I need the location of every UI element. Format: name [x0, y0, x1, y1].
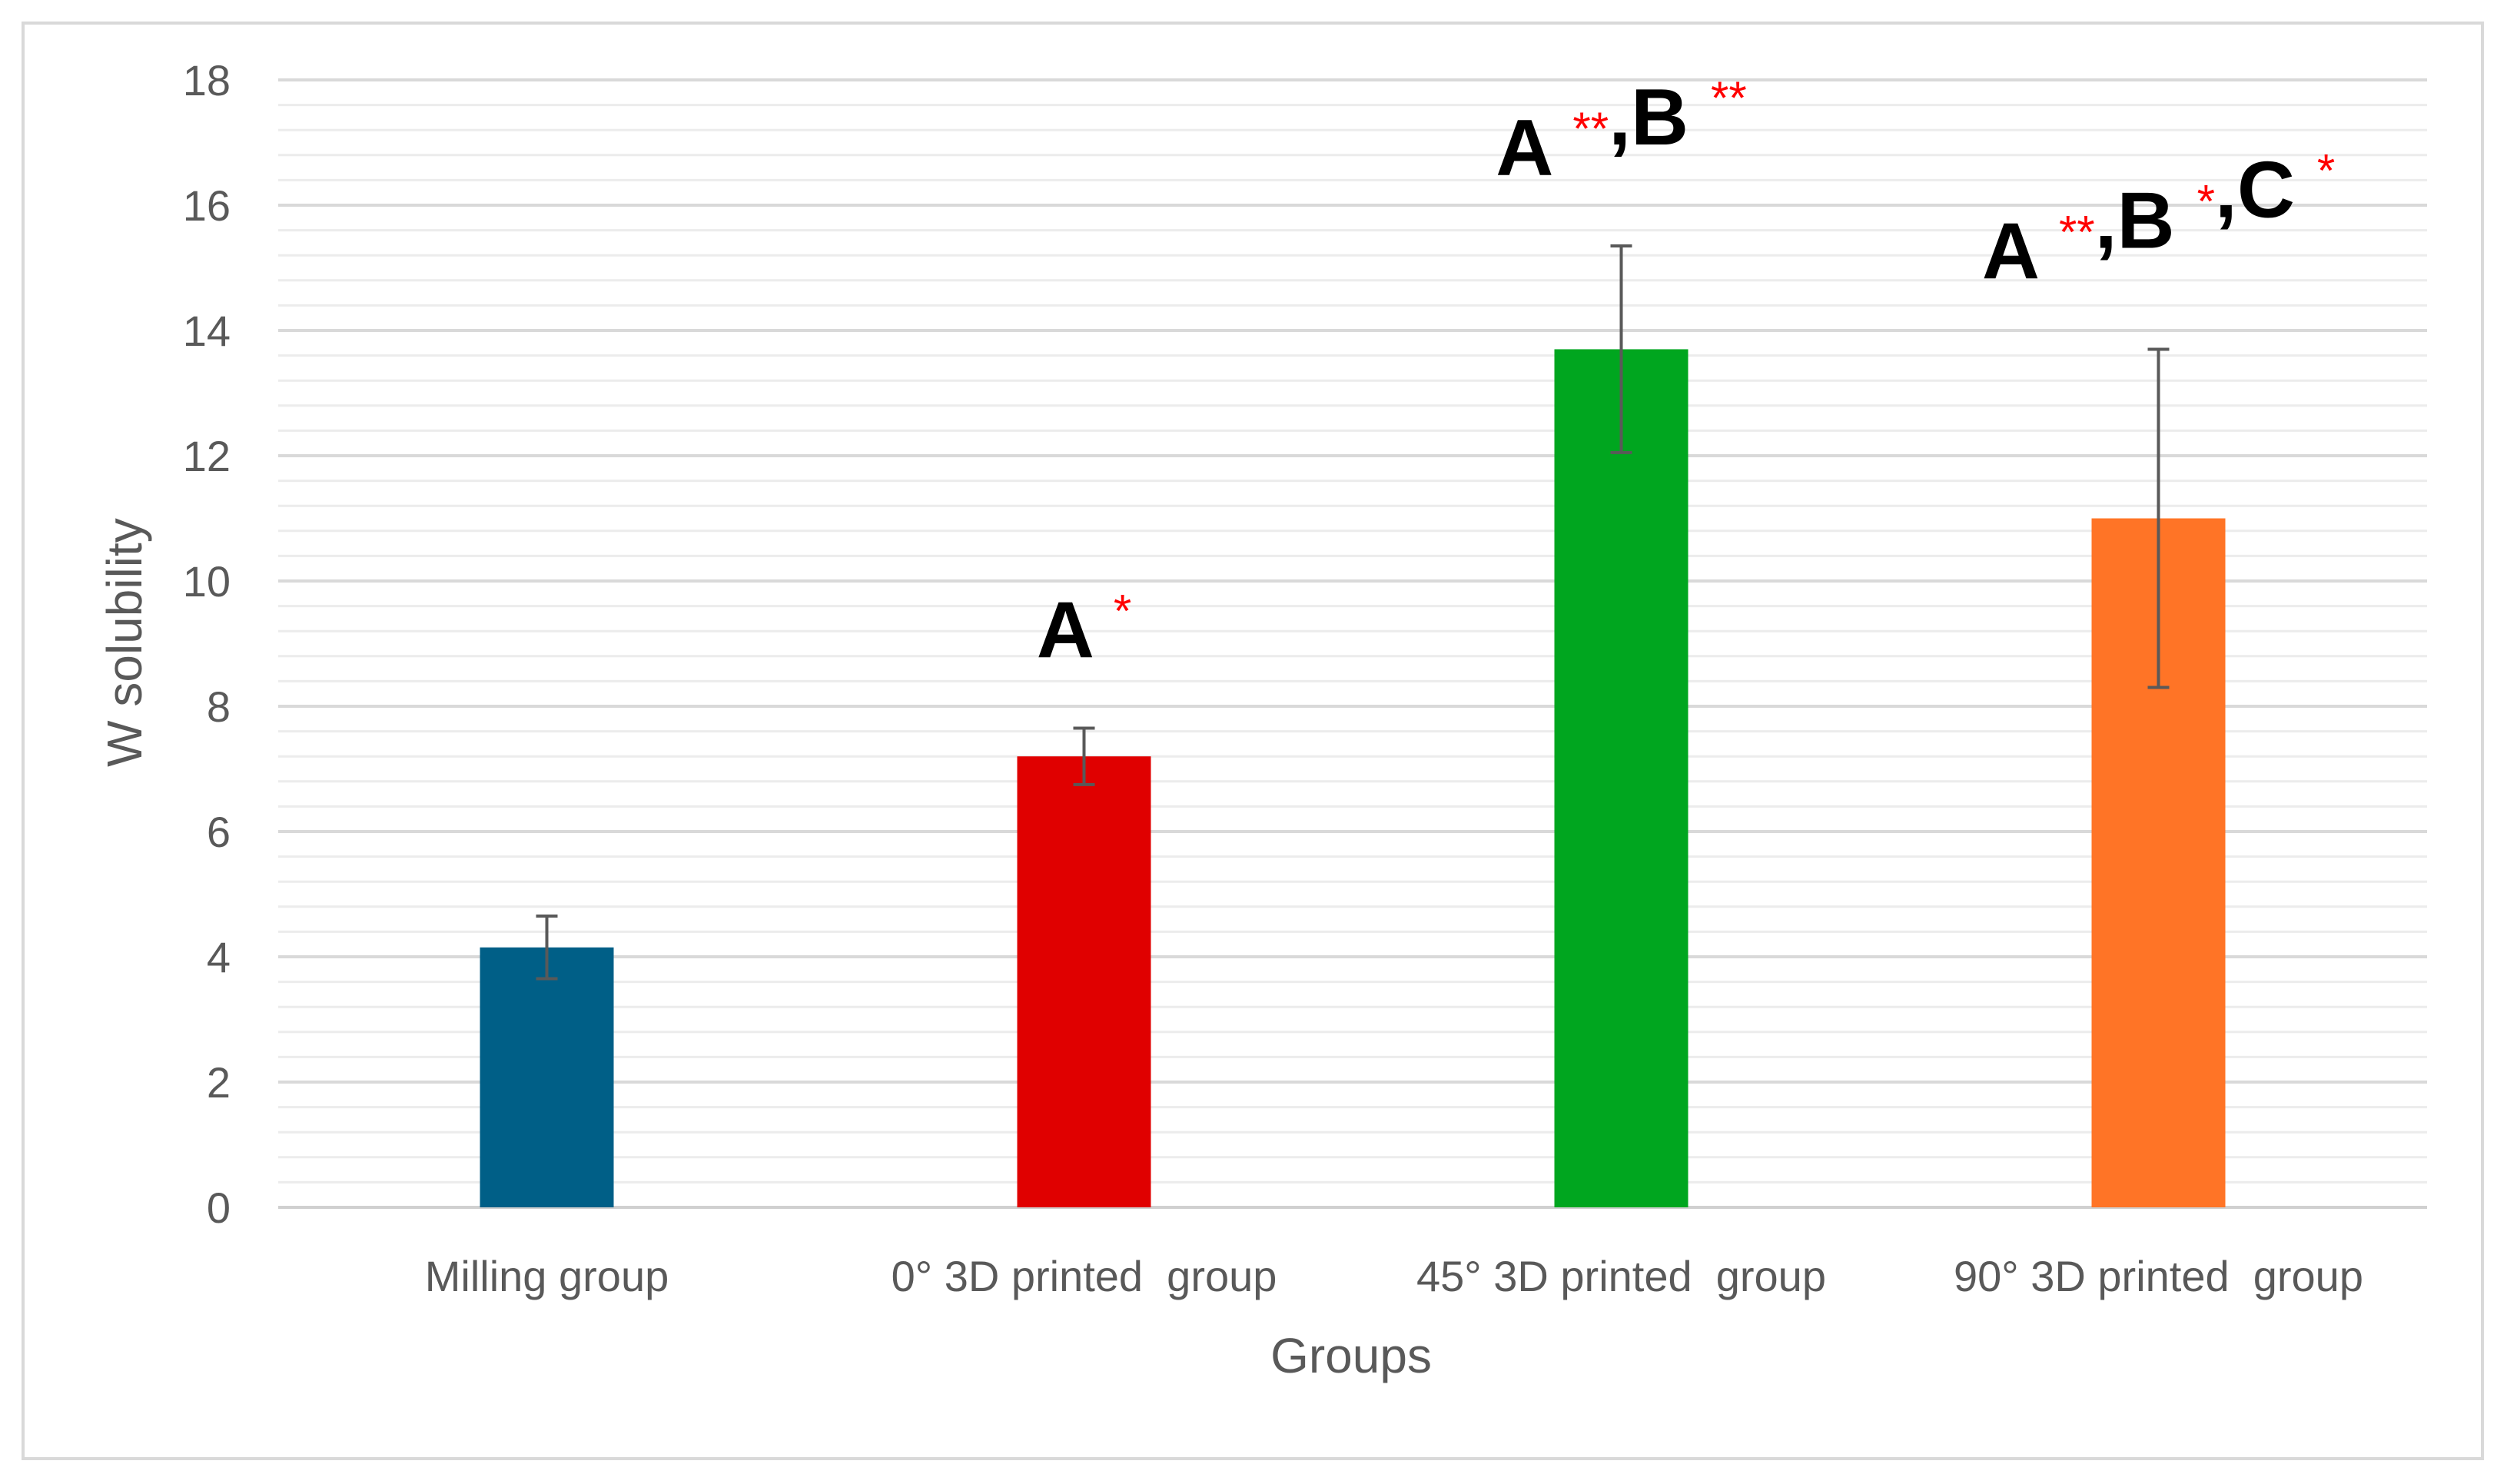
error-bar	[1610, 244, 1632, 454]
y-tick-label: 16	[183, 181, 231, 230]
y-tick-label: 0	[207, 1184, 231, 1232]
y-tick-labels: 0 2 4 6 8 10 12 14 16 18	[183, 56, 231, 1232]
y-tick-label: 2	[207, 1058, 231, 1107]
error-bar	[536, 915, 558, 981]
significance-label: A *	[1037, 586, 1132, 676]
x-tick-label: 0° 3D printed group	[892, 1252, 1277, 1300]
bars-layer	[480, 349, 2226, 1208]
y-tick-label: 6	[207, 808, 231, 856]
y-axis-title: W solubility	[97, 518, 152, 767]
error-bars-layer	[536, 244, 2170, 981]
x-tick-label: Milling group	[425, 1252, 669, 1300]
y-tick-label: 18	[183, 56, 231, 105]
x-tick-label: 45° 3D printed group	[1416, 1252, 1826, 1300]
bar	[1554, 349, 1688, 1208]
x-tick-labels: Milling group 0° 3D printed group 45° 3D p…	[425, 1252, 2363, 1300]
error-bar	[1073, 726, 1095, 786]
y-tick-label: 14	[183, 307, 231, 355]
error-bar	[2147, 347, 2170, 689]
x-axis-title: Groups	[1270, 1328, 1432, 1383]
bar	[480, 947, 614, 1207]
chart-frame	[22, 22, 2484, 1460]
y-tick-label: 10	[183, 557, 231, 606]
bar	[1017, 756, 1151, 1207]
y-tick-label: 12	[183, 432, 231, 480]
significance-label: A **,B **	[1496, 72, 1746, 193]
grid-layer	[278, 78, 2427, 1209]
x-tick-label: 90° 3D printed group	[1954, 1252, 2363, 1300]
significance-annotations: A * A **,B ** A **,B *,C *	[1037, 72, 2335, 676]
y-tick-label: 4	[207, 933, 231, 981]
significance-label: A **,B *,C *	[1982, 144, 2335, 296]
y-tick-label: 8	[207, 682, 231, 731]
